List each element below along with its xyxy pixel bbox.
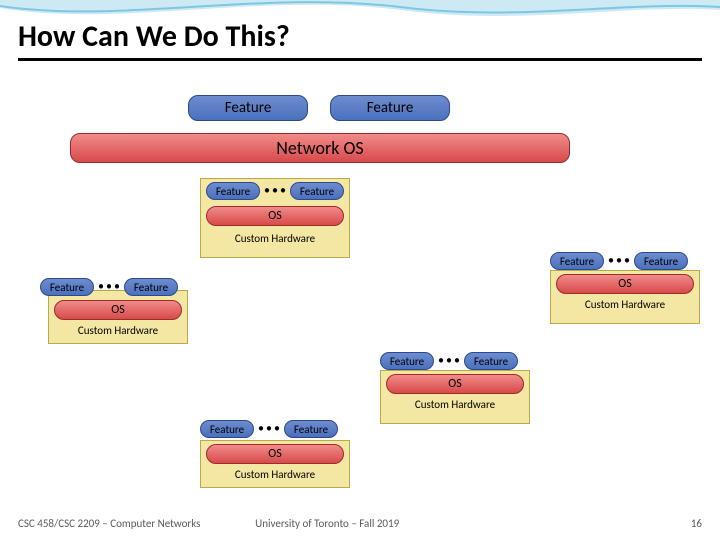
custom-hardware-label: Custom Hardware	[380, 398, 530, 411]
network-os-bar: Network OS	[70, 133, 570, 163]
custom-hardware-label: Custom Hardware	[200, 468, 350, 481]
ellipsis-icon: •••	[608, 254, 632, 268]
custom-hardware-label: Custom Hardware	[550, 298, 700, 311]
feature-label: Feature	[560, 255, 594, 268]
feature-pill: Feature	[290, 182, 344, 200]
os-label: OS	[268, 209, 281, 223]
os-pill: OS	[386, 374, 524, 394]
feature-label: Feature	[300, 185, 334, 198]
os-pill: OS	[206, 206, 344, 226]
ellipsis-icon: •••	[98, 280, 122, 294]
feature-label: Feature	[216, 185, 250, 198]
feature-label: Feature	[50, 281, 84, 294]
feature-label: Feature	[644, 255, 678, 268]
title-underline	[18, 58, 702, 61]
feature-pill-top-1: Feature	[188, 95, 308, 121]
os-pill: OS	[206, 444, 344, 464]
custom-hardware-label: Custom Hardware	[48, 324, 188, 337]
os-pill: OS	[556, 274, 694, 294]
ellipsis-icon: •••	[258, 422, 282, 436]
feature-label: Feature	[294, 423, 328, 436]
feature-pill: Feature	[206, 182, 260, 200]
feature-label: Feature	[390, 355, 424, 368]
feature-pill: Feature	[550, 252, 604, 270]
os-label: OS	[268, 447, 281, 461]
feature-label: Feature	[134, 281, 168, 294]
ellipsis-icon: •••	[438, 354, 462, 368]
feature-label: Feature	[474, 355, 508, 368]
custom-hardware-label: Custom Hardware	[200, 232, 350, 245]
os-label: OS	[111, 303, 124, 317]
slide-title: How Can We Do This?	[18, 18, 290, 55]
ellipsis-icon: •••	[264, 184, 288, 198]
feature-pill: Feature	[200, 420, 254, 438]
os-label: OS	[448, 377, 461, 391]
feature-pill: Feature	[634, 252, 688, 270]
feature-pill: Feature	[284, 420, 338, 438]
feature-label: Feature	[210, 423, 244, 436]
feature-label: Feature	[367, 99, 414, 117]
feature-pill: Feature	[40, 278, 94, 296]
footer-left: CSC 458/CSC 2209 – Computer Networks Uni…	[18, 517, 399, 530]
page-number: 16	[691, 517, 702, 530]
feature-pill: Feature	[380, 352, 434, 370]
os-pill: OS	[54, 300, 182, 320]
feature-pill: Feature	[464, 352, 518, 370]
network-os-label: Network OS	[276, 137, 363, 159]
os-label: OS	[618, 277, 631, 291]
feature-label: Feature	[225, 99, 272, 117]
feature-pill: Feature	[124, 278, 178, 296]
feature-pill-top-2: Feature	[330, 95, 450, 121]
